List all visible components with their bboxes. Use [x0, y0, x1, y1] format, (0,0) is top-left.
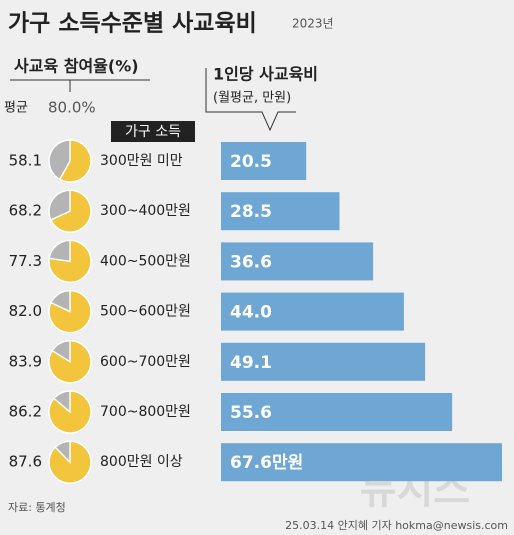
pie-value-label: 87.6 — [9, 453, 42, 471]
pie-value-label: 86.2 — [9, 403, 42, 421]
bar-value-label: 49.1 — [230, 353, 272, 373]
pie-slice — [49, 189, 92, 233]
chart-title: 가구 소득수준별 사교육비 — [8, 11, 257, 37]
bar-value-label: 20.5 — [230, 152, 272, 172]
bar-value-label: 44.0 — [230, 303, 272, 323]
pie-value-label: 77.3 — [9, 252, 42, 270]
pie-slice — [58, 139, 92, 183]
average-name: 평균 — [4, 101, 28, 116]
bar-series-name: 1인당 사교육비 — [213, 65, 318, 84]
pie-slice — [48, 289, 92, 334]
bar — [221, 292, 404, 331]
source: 자료: 통계청 — [8, 501, 66, 514]
pie-value-label: 58.1 — [9, 152, 42, 170]
pie-slice — [48, 239, 92, 284]
category-header-box — [111, 121, 195, 142]
pie-value-label: 83.9 — [9, 352, 42, 370]
pie-slice — [48, 390, 92, 434]
category-label: 300~400만원 — [100, 203, 191, 219]
subtitle: 2023년 — [292, 17, 334, 31]
bar — [221, 192, 340, 231]
pie-slice — [48, 340, 92, 384]
category-label: 400~500만원 — [100, 253, 191, 269]
category-label: 800만원 이상 — [100, 454, 183, 470]
bar-value-label: 36.6 — [230, 252, 272, 272]
bar — [221, 393, 453, 431]
bar — [221, 142, 307, 180]
category-label: 700~800만원 — [100, 404, 191, 420]
unit-note: (월평균, 만원) — [213, 91, 291, 106]
credit: 25.03.14 안지혜 기자 hokma@newsis.com — [285, 519, 508, 532]
pie-series-name: 사교육 참여율(%) — [14, 57, 139, 76]
bar — [221, 242, 374, 281]
bar-value-label: 28.5 — [230, 202, 272, 222]
category-label: 300만원 미만 — [100, 153, 183, 169]
category-label: 600~700만원 — [100, 354, 191, 370]
pie-slice — [48, 440, 92, 484]
bar — [221, 342, 426, 381]
pie-value-label: 82.0 — [9, 302, 42, 320]
bracket — [205, 68, 296, 132]
average-label: 80.0% — [48, 99, 96, 117]
pie-value-label: 68.2 — [9, 202, 42, 220]
bar-value-label: 67.6만원 — [230, 453, 303, 473]
bar — [221, 443, 503, 482]
category-label: 500~600만원 — [100, 304, 191, 320]
bar-value-label: 55.6 — [230, 403, 272, 423]
category-header: 가구 소득 — [125, 124, 181, 140]
